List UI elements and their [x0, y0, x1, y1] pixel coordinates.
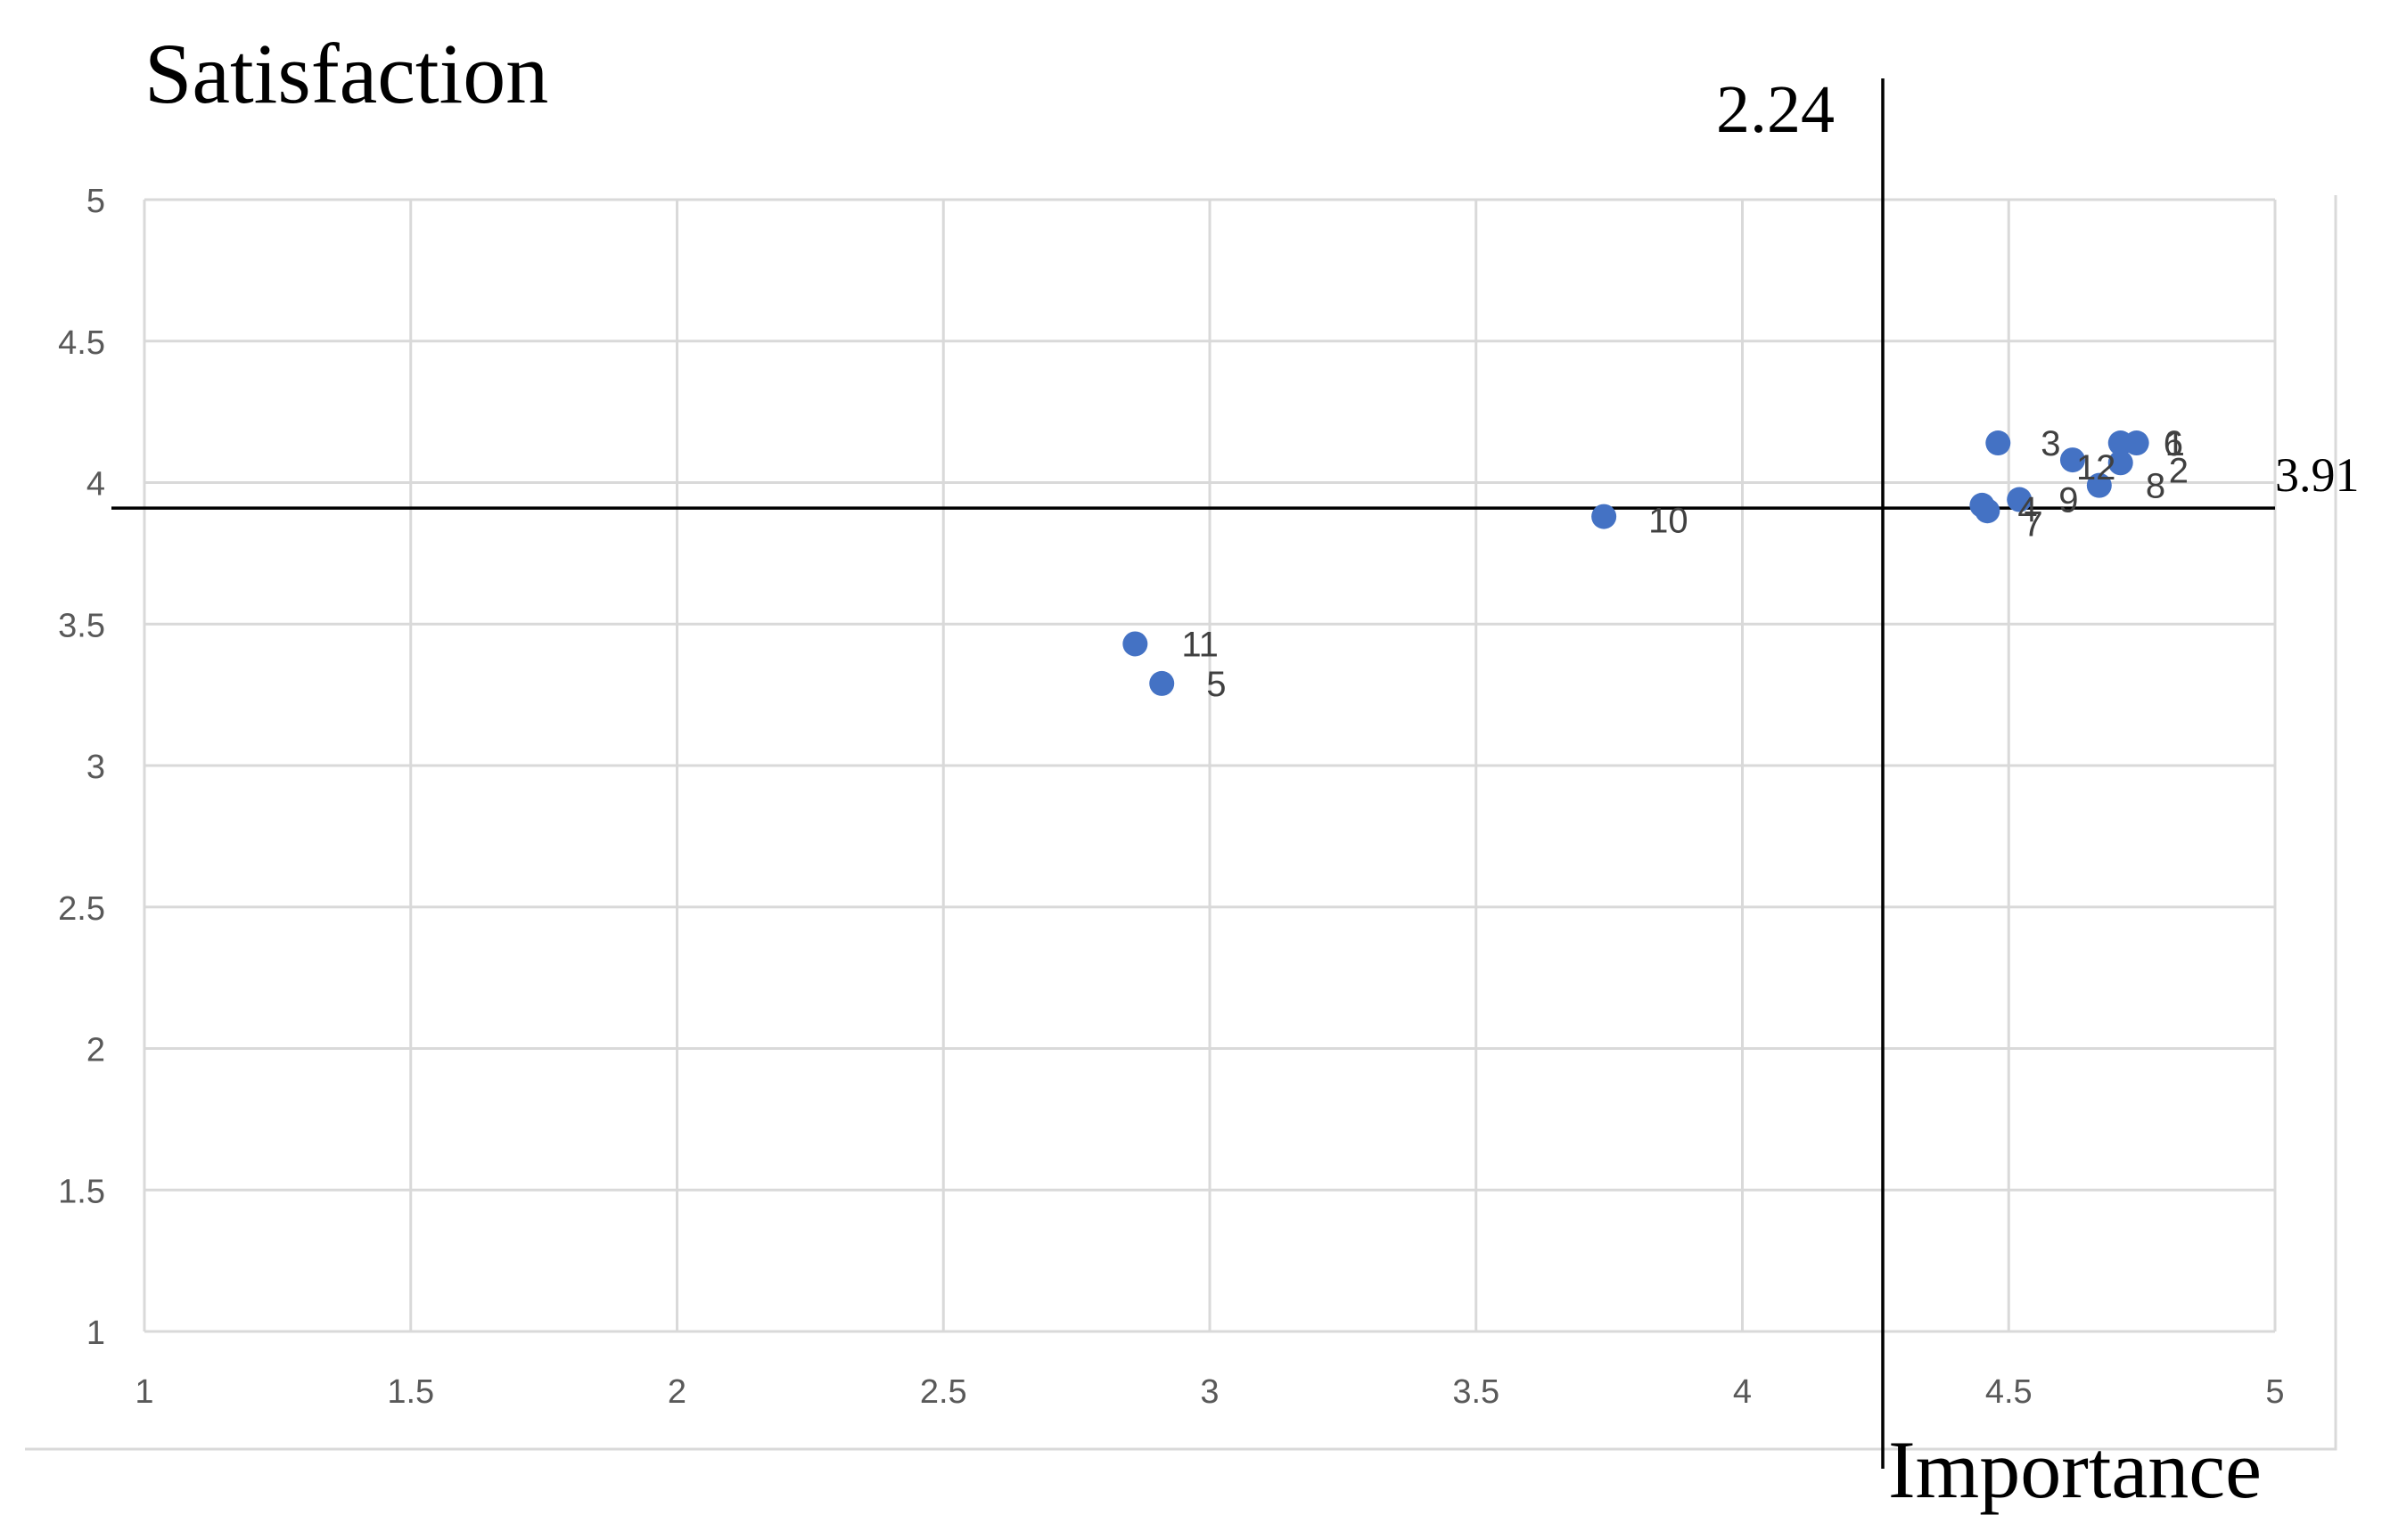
gridlines	[143, 198, 2277, 1333]
data-point-12	[2059, 447, 2085, 473]
x-tick-label: 1	[135, 1373, 153, 1411]
data-label-9: 9	[2058, 481, 2078, 520]
data-point-2	[2107, 450, 2133, 476]
data-label-10: 10	[1648, 502, 1688, 541]
data-point-3	[1985, 430, 2011, 456]
y-tick-label: 4.5	[58, 324, 105, 362]
chart-frame	[25, 195, 2337, 1451]
reference-lines	[111, 78, 2275, 1469]
x-tick-label: 2	[668, 1373, 686, 1411]
data-points	[1122, 430, 2149, 696]
vertical-reference-label: 2.24	[1716, 72, 1835, 147]
x-tick-label: 4.5	[1985, 1373, 2033, 1411]
data-point-10	[1591, 504, 1617, 529]
data-point-6	[2107, 430, 2133, 456]
x-axis-title: Importance	[1888, 1424, 2262, 1515]
data-point-7	[1975, 498, 2000, 524]
x-tick-label: 2.5	[920, 1373, 967, 1411]
tick-labels: 1 1.5 2 2.5 3 3.5 4 4.5 5 1 1.5 2 2.5 3 3.5 4 4.5 5	[58, 183, 2284, 1411]
data-point-9	[2007, 487, 2033, 512]
chart-area-border	[25, 195, 2337, 1451]
data-label-2: 2	[2169, 451, 2189, 490]
data-point-8	[2086, 472, 2112, 498]
y-tick-label: 1	[86, 1315, 105, 1352]
data-point-11	[1122, 631, 1148, 657]
y-tick-label: 3.5	[58, 607, 105, 644]
data-label-3: 3	[2041, 424, 2060, 463]
data-point-5	[1149, 670, 1175, 696]
data-label-5: 5	[1206, 665, 1226, 704]
x-tick-label: 3	[1200, 1373, 1219, 1411]
data-label-7: 7	[2023, 504, 2042, 544]
data-label-8: 8	[2146, 467, 2165, 506]
x-tick-label: 3.5	[1452, 1373, 1499, 1411]
y-tick-label: 5	[86, 183, 105, 220]
x-tick-label: 5	[2265, 1373, 2284, 1411]
y-tick-label: 3	[86, 749, 105, 786]
y-tick-label: 2	[86, 1032, 105, 1069]
y-tick-label: 4	[86, 466, 105, 504]
horizontal-reference-label: 3.91	[2275, 448, 2360, 502]
y-tick-label: 2.5	[58, 890, 105, 928]
data-label-4: 4	[2017, 490, 2037, 529]
data-label-6: 6	[2164, 424, 2183, 463]
data-label-11: 11	[1181, 625, 1219, 664]
data-label-12: 12	[2076, 448, 2116, 487]
x-tick-label: 4	[1733, 1373, 1752, 1411]
data-label-1: 1	[2165, 424, 2185, 463]
y-axis-title: Satisfaction	[144, 26, 548, 121]
y-tick-label: 1.5	[58, 1173, 105, 1210]
x-tick-label: 1.5	[387, 1373, 434, 1411]
